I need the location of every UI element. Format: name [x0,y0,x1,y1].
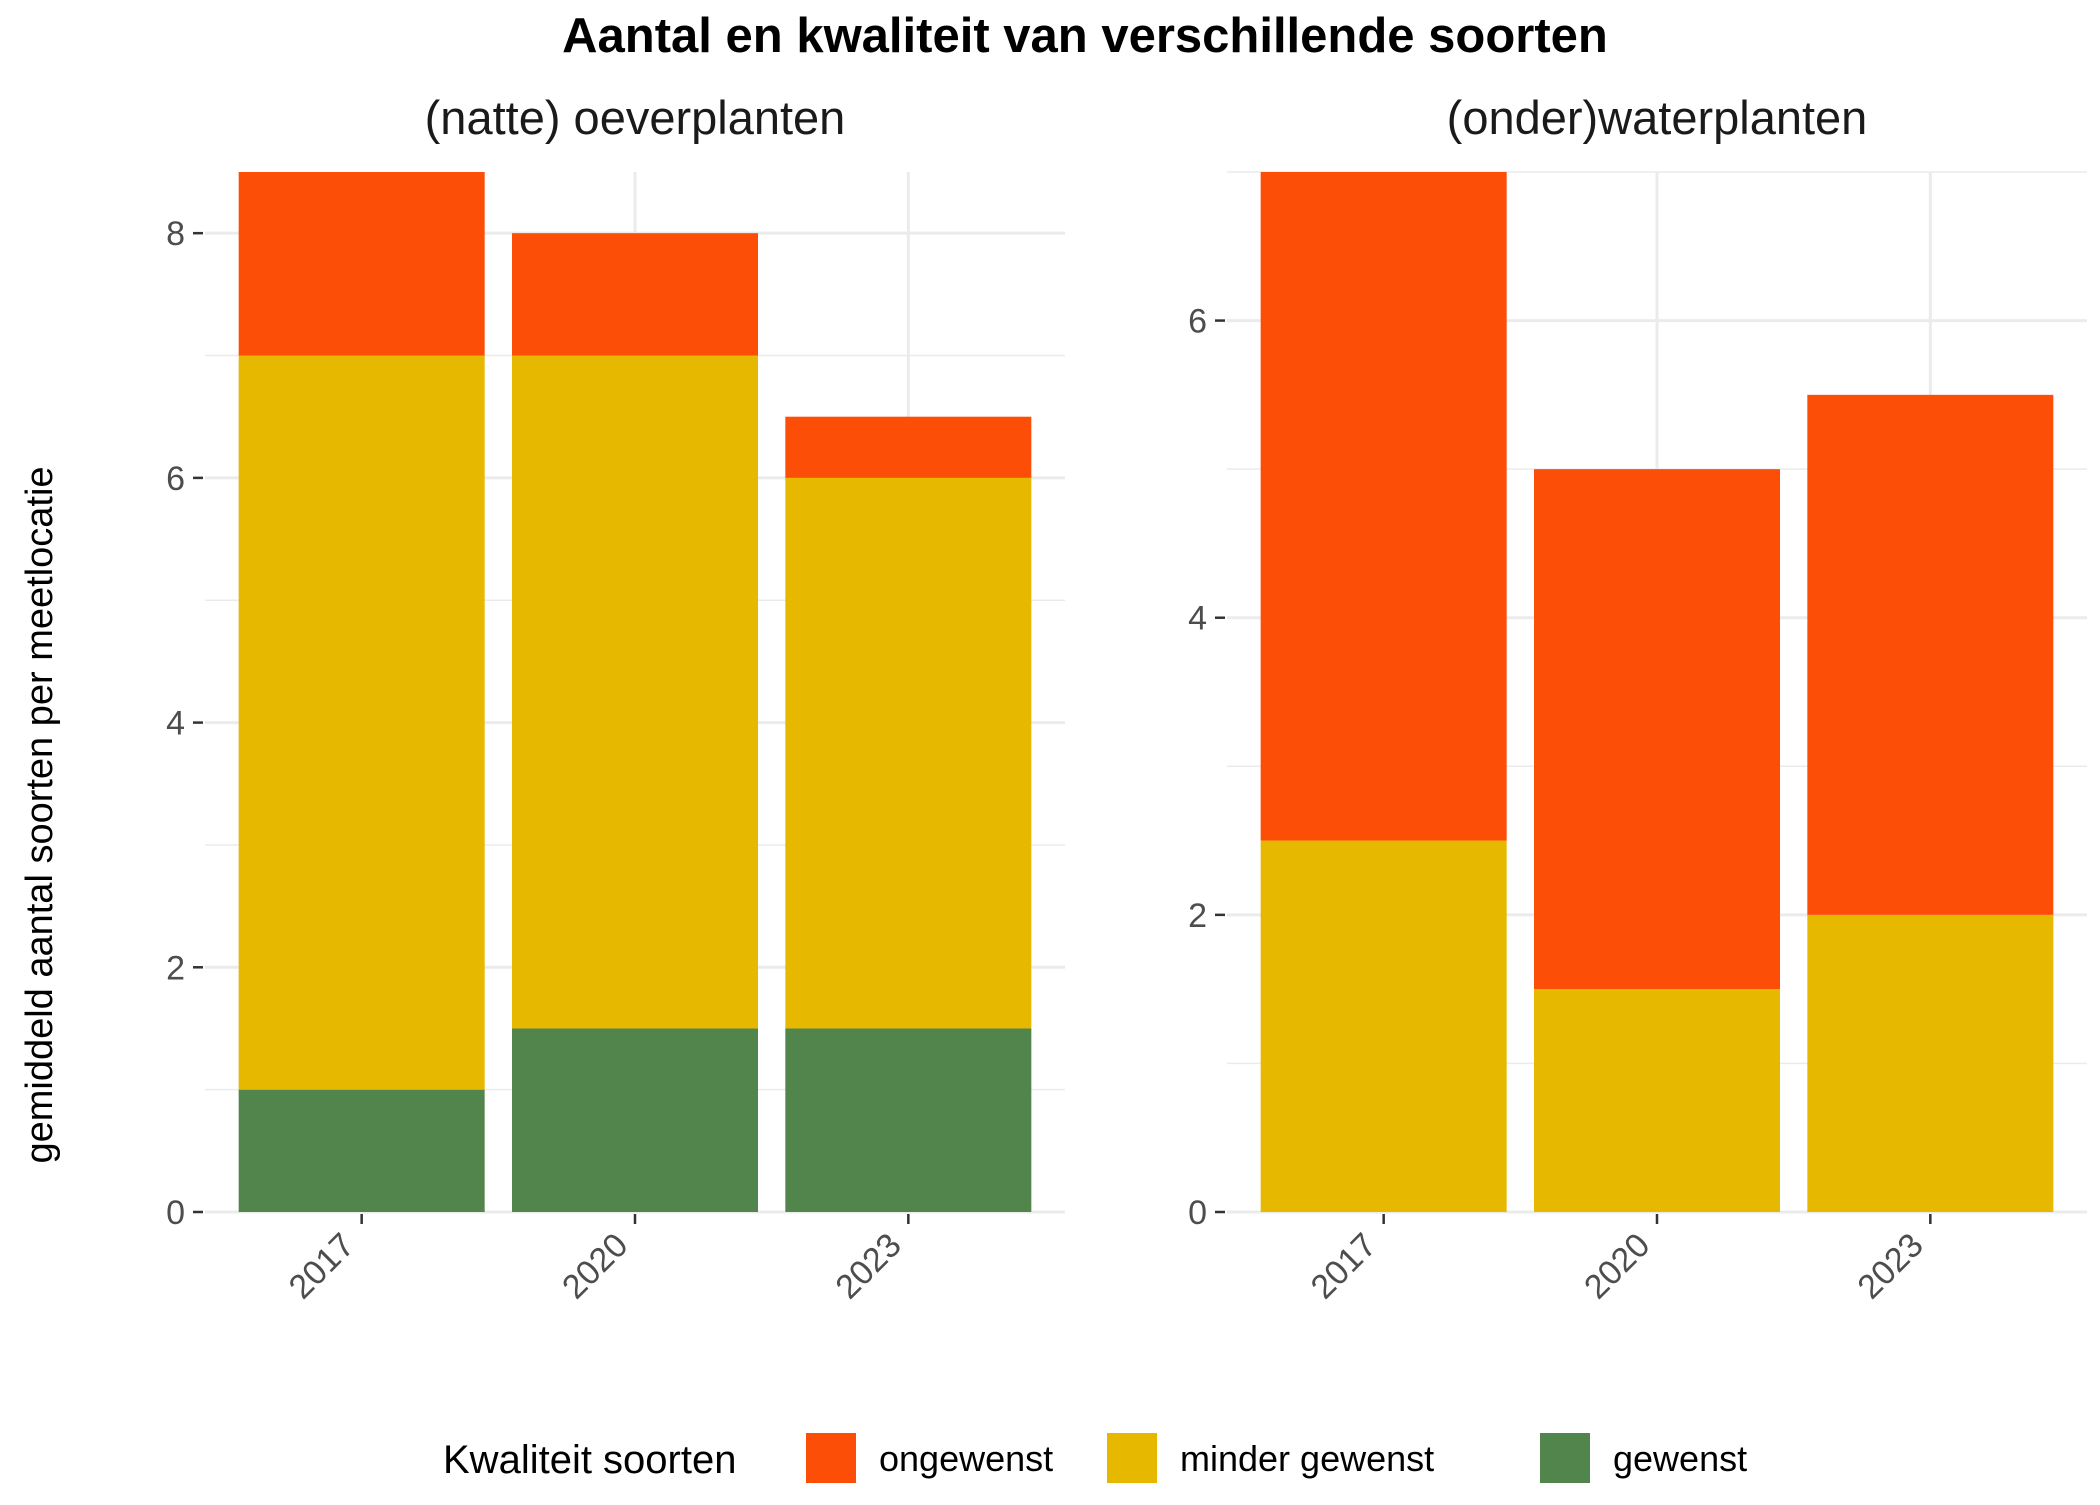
bar-segment-minder-gewenst-2023 [785,477,1032,1029]
y-tick-label: 6 [166,460,185,498]
x-tick-label: 2017 [1304,1226,1384,1306]
y-tick-label: 0 [1188,1194,1207,1232]
y-tick-label: 4 [1188,600,1207,638]
x-tick-label: 2023 [1850,1226,1930,1306]
bar-segment-ongewenst-2017 [238,172,485,356]
panel-title: (natte) oeverplanten [425,91,846,144]
legend-label: minder gewenst [1180,1438,1434,1479]
bar-segment-gewenst-2017 [238,1089,485,1212]
legend-key [1540,1433,1590,1483]
bar-segment-ongewenst-2020 [1534,469,1780,990]
y-tick-label: 0 [166,1194,185,1232]
bar-segment-gewenst-2020 [512,1028,758,1212]
x-tick-label: 2023 [828,1226,908,1306]
legend-label: gewenst [1613,1438,1747,1479]
y-tick-label: 4 [166,705,185,743]
legend-item-ongewenst: ongewenst [806,1433,1053,1483]
panel-2: (onder)waterplanten 0 2 4 6 2017 2020 2023 [1188,91,2087,1306]
bar-segment-minder-gewenst-2020 [512,355,758,1029]
bar-segment-minder-gewenst-2020 [1534,989,1780,1212]
panel-1: (natte) oeverplanten 0 2 4 6 8 2017 2020 2023 [166,91,1065,1306]
bar-segment-ongewenst-2020 [512,233,758,356]
y-tick-label: 2 [1188,897,1207,935]
chart-title: Aantal en kwaliteit van verschillende so… [562,9,1608,63]
x-tick-label: 2020 [1577,1226,1657,1306]
y-axis-title: gemiddeld aantal soorten per meetlocatie [19,466,61,1163]
panel-title: (onder)waterplanten [1447,91,1868,144]
legend-title: Kwaliteit soorten [443,1438,736,1482]
bar-segment-ongewenst-2017 [1260,172,1507,841]
legend: Kwaliteit soorten ongewenst minder gewens… [443,1433,1747,1483]
bar-segment-minder-gewenst-2017 [238,355,485,1090]
y-tick-label: 8 [166,215,185,253]
y-tick-label: 6 [1188,303,1207,341]
bar-segment-ongewenst-2023 [785,416,1032,478]
legend-key [806,1433,856,1483]
legend-item-minder-gewenst: minder gewenst [1107,1433,1434,1483]
bar-segment-minder-gewenst-2023 [1807,914,2054,1212]
legend-key [1107,1433,1157,1483]
bar-segment-minder-gewenst-2017 [1260,840,1507,1212]
bar-segment-ongewenst-2023 [1807,394,2054,915]
legend-label: ongewenst [879,1438,1053,1479]
y-tick-label: 2 [166,949,185,987]
x-tick-label: 2020 [555,1226,635,1306]
x-tick-label: 2017 [282,1226,362,1306]
bar-segment-gewenst-2023 [785,1028,1032,1212]
legend-item-gewenst: gewenst [1540,1433,1747,1483]
